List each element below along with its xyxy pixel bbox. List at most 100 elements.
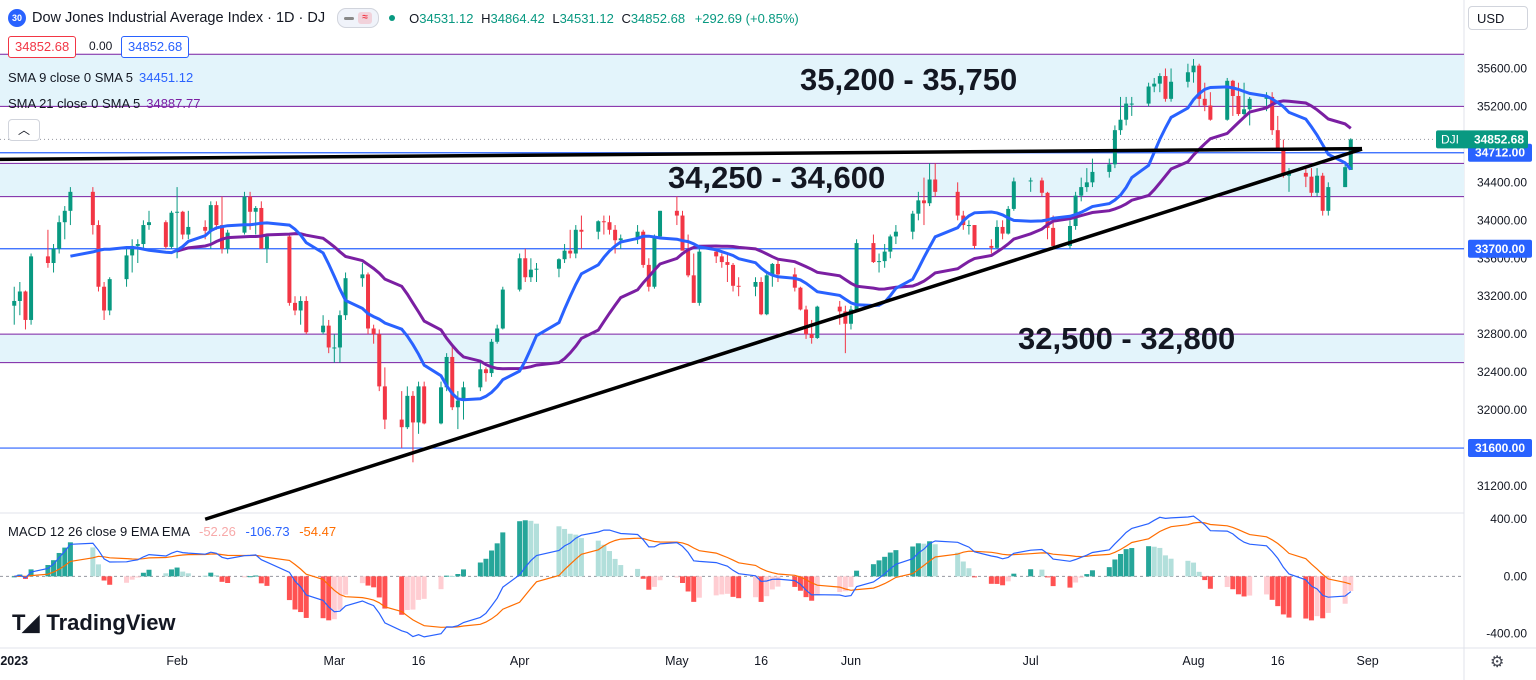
close-label: C (621, 10, 631, 26)
macd-histogram-bar (1123, 549, 1129, 577)
candle-body (1000, 226, 1005, 234)
candle-body (141, 225, 146, 245)
candle-body (753, 281, 758, 287)
macd-signal-line (14, 521, 1351, 628)
macd-histogram-bar (185, 573, 191, 577)
macd-histogram-bar (562, 528, 568, 577)
macd-histogram-bar (528, 520, 534, 577)
candle-body (1084, 182, 1089, 188)
macd-histogram-bar (1275, 576, 1281, 607)
macd-histogram-bar (95, 564, 101, 577)
x-tick-label: 16 (1271, 654, 1285, 668)
chevron-up-icon: ︿ (17, 123, 30, 137)
candle-body (169, 212, 174, 247)
macd-histogram-bar (1286, 576, 1292, 618)
candle-body (242, 196, 247, 233)
macd-histogram-bar (371, 576, 377, 588)
macd-histogram-bar (870, 564, 876, 577)
macd-histogram-bar (208, 572, 214, 577)
macd-histogram-bar (573, 534, 579, 577)
candle-body (613, 229, 618, 241)
macd-histogram-bar (1146, 546, 1152, 577)
collapse-legend-button[interactable]: ︿ (8, 119, 40, 141)
candle-body (343, 278, 348, 316)
tradingview-logo[interactable]: T◢ TradingView (12, 610, 176, 636)
macd-histogram-bar (1207, 576, 1213, 589)
macd-histogram-bar (618, 565, 624, 577)
macd-histogram-bar (219, 576, 225, 582)
chart-title[interactable]: Dow Jones Industrial Average Index · 1D … (32, 10, 326, 26)
buy-button[interactable]: 34852.68 (121, 36, 190, 58)
candle-body (410, 395, 415, 423)
macd-histogram-bar (320, 576, 326, 619)
macd-histogram-bar (107, 576, 113, 585)
candle-body (90, 191, 95, 226)
tradingview-logo-icon: T◢ (12, 610, 39, 635)
symbol-badge[interactable]: 30 (8, 9, 26, 27)
chart-header: 30 Dow Jones Industrial Average Index · … (8, 6, 799, 30)
sma9-legend[interactable]: SMA 9 close 0 SMA 5 34451.12 (8, 70, 193, 85)
candle-body (725, 262, 730, 265)
macd-histogram-bar (657, 576, 663, 581)
zone-label-0: 35,200 - 35,750 (800, 62, 1017, 97)
x-tick-label: 16 (754, 654, 768, 668)
candle-body (23, 291, 28, 320)
currency-selector[interactable]: USD (1468, 6, 1528, 30)
candle-body (287, 236, 292, 303)
sma21-label: SMA 21 close 0 SMA 5 (8, 96, 141, 111)
macd-histogram-bar (713, 576, 719, 596)
candle-body (483, 369, 488, 374)
candle-body (534, 268, 539, 270)
candle-body (186, 226, 191, 235)
candle-body (1208, 105, 1213, 120)
macd-histogram-bar (994, 576, 1000, 584)
macd-histogram-bar (719, 576, 725, 595)
visibility-toggle[interactable]: ≈ (337, 8, 380, 28)
candle-body (1011, 181, 1016, 209)
candle-body (422, 386, 427, 424)
macd-histogram-bar (601, 544, 607, 577)
macd-histogram-bar (303, 576, 309, 618)
candle-body (214, 205, 219, 226)
gear-icon[interactable]: ⚙ (1490, 654, 1505, 671)
candle-body (130, 245, 135, 256)
macd-histogram-bar (674, 576, 680, 578)
level-tag-1 (1468, 239, 1532, 258)
candle-body (1051, 227, 1056, 246)
macd-histogram-bar (421, 576, 427, 599)
macd-histogram-bar (1342, 576, 1348, 604)
macd-histogram-bar (1280, 576, 1286, 615)
sell-button[interactable]: 34852.68 (8, 36, 77, 58)
macd-histogram-bar (213, 575, 219, 577)
macd-legend[interactable]: MACD 12 26 close 9 EMA EMA -52.26 -106.7… (8, 524, 336, 539)
candle-body (17, 291, 22, 301)
macd-histogram-bar (1050, 576, 1056, 587)
candle-body (1045, 192, 1050, 228)
candle-body (1348, 139, 1353, 170)
macd-histogram-bar (286, 576, 292, 601)
change-value: +292.69 (+0.85%) (694, 10, 799, 26)
price-tag (1436, 130, 1528, 149)
macd-histogram-bar (932, 544, 938, 577)
candle-body (1124, 103, 1129, 120)
candle-body (12, 300, 17, 306)
wave-icon: ≈ (358, 12, 373, 24)
candle-body (444, 356, 449, 388)
candle-body (719, 256, 724, 263)
macd-histogram-bar (483, 558, 489, 577)
macd-signal-value: -54.47 (299, 524, 337, 539)
candle-body (1303, 172, 1308, 177)
sma21-legend[interactable]: SMA 21 close 0 SMA 5 34887.77 (8, 96, 200, 111)
macd-histogram-bar (1112, 559, 1118, 577)
candle-body (478, 369, 483, 388)
macd-histogram-bar (972, 576, 978, 578)
candle-body (573, 229, 578, 254)
macd-histogram-bar (1224, 576, 1230, 588)
candle-body (147, 222, 152, 226)
macd-histogram-bar (882, 556, 888, 577)
macd-histogram-bar (56, 552, 62, 577)
macd-histogram-bar (753, 576, 759, 598)
macd-histogram-bar (416, 576, 422, 600)
macd-histogram-bar (578, 538, 584, 577)
